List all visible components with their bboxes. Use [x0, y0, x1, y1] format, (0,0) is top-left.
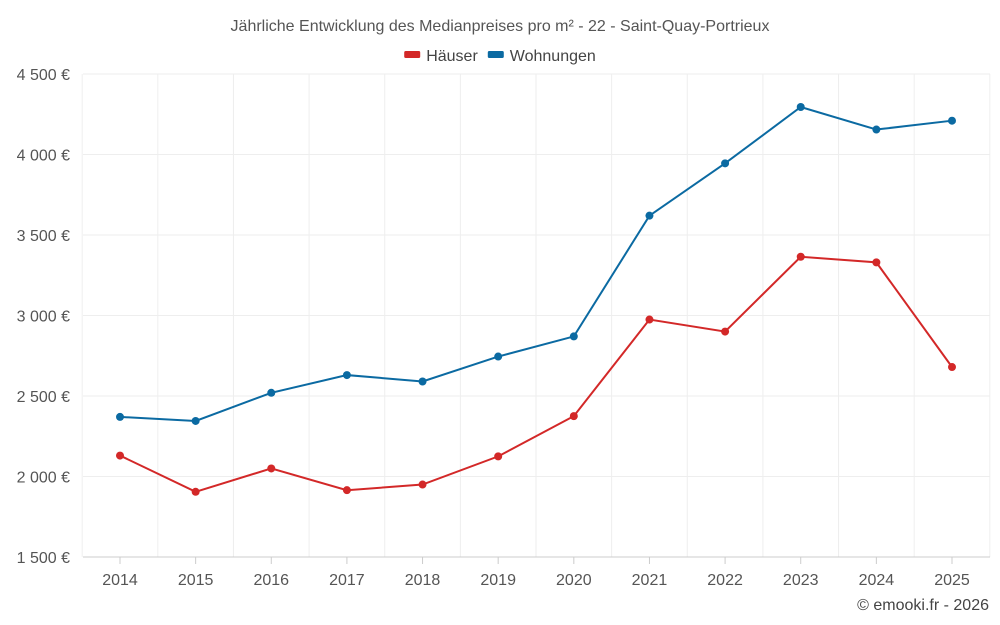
- data-point[interactable]: [418, 377, 427, 386]
- data-point[interactable]: [116, 412, 124, 421]
- data-point[interactable]: [342, 371, 351, 380]
- data-point[interactable]: [645, 315, 654, 324]
- x-tick-label: 2014: [102, 572, 138, 589]
- axes: 1 500 € 2 000 € 2 500 € 3 000 € 3 500 € 4 000…: [17, 67, 990, 589]
- data-point[interactable]: [569, 412, 578, 421]
- data-point[interactable]: [948, 116, 956, 125]
- y-tick-label: 4 500 €: [17, 67, 70, 84]
- data-point[interactable]: [645, 211, 654, 220]
- data-point[interactable]: [721, 159, 730, 168]
- x-tick-label: 2019: [480, 572, 516, 589]
- legend-item[interactable]: Häuser: [404, 48, 478, 65]
- y-tick-label: 2 500 €: [17, 389, 70, 406]
- credit-label: © emooki.fr - 2026: [857, 597, 989, 614]
- data-point[interactable]: [494, 452, 503, 461]
- y-tick-label: 3 000 €: [17, 309, 70, 326]
- legend-swatch: [487, 51, 504, 58]
- data-point[interactable]: [191, 487, 200, 496]
- x-tick-label: 2017: [329, 572, 365, 589]
- y-tick-label: 3 500 €: [17, 228, 70, 245]
- y-tick-label: 4 000 €: [17, 148, 70, 165]
- series-wohnungen: [116, 103, 956, 425]
- data-point[interactable]: [721, 327, 730, 336]
- legend-swatch: [404, 51, 421, 58]
- chart-title: Jährliche Entwicklung des Medianpreises …: [231, 18, 770, 35]
- legend: Häuser Wohnungen: [404, 48, 596, 65]
- series-line: [119, 105, 953, 422]
- data-point[interactable]: [267, 464, 276, 473]
- data-point[interactable]: [116, 451, 124, 460]
- data-point[interactable]: [342, 486, 351, 495]
- data-point[interactable]: [796, 252, 805, 261]
- y-tick-label: 2 000 €: [17, 470, 70, 487]
- x-tick-label: 2024: [859, 572, 895, 589]
- legend-item[interactable]: Wohnungen: [487, 48, 596, 65]
- data-point[interactable]: [267, 388, 276, 397]
- series-h-user: [116, 252, 956, 496]
- x-tick-label: 2015: [178, 572, 214, 589]
- data-point[interactable]: [796, 103, 805, 112]
- series-layer: [116, 103, 956, 496]
- legend-label: Häuser: [426, 48, 478, 65]
- data-point[interactable]: [872, 258, 881, 267]
- data-point[interactable]: [418, 480, 427, 489]
- x-tick-label: 2023: [783, 572, 819, 589]
- legend-label: Wohnungen: [510, 48, 596, 65]
- x-tick-label: 2021: [632, 572, 668, 589]
- data-point[interactable]: [872, 125, 881, 134]
- data-point[interactable]: [191, 416, 200, 425]
- x-tick-label: 2018: [405, 572, 441, 589]
- x-tick-label: 2022: [707, 572, 743, 589]
- x-tick-label: 2016: [253, 572, 289, 589]
- x-tick-label: 2020: [556, 572, 592, 589]
- data-point[interactable]: [948, 363, 956, 372]
- y-tick-label: 1 500 €: [17, 550, 70, 567]
- data-point[interactable]: [569, 332, 578, 341]
- series-line: [119, 255, 953, 493]
- x-tick-label: 2025: [934, 572, 970, 589]
- data-point[interactable]: [494, 352, 503, 361]
